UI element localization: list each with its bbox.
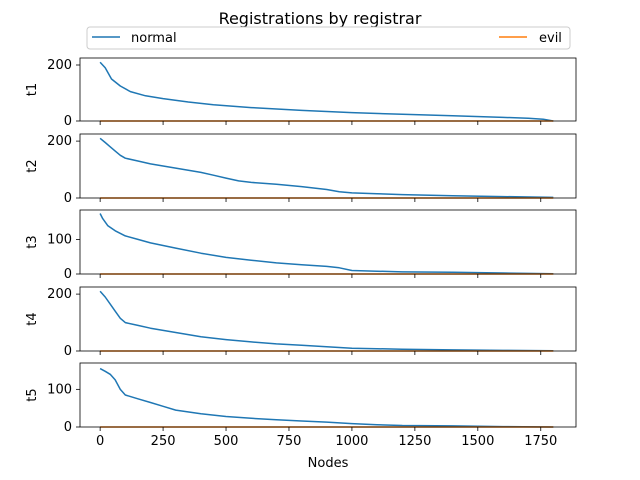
subplots: 0 200 t1 0 200 t2 0 100 t3 0 200 t4 0 100 t5 0 250 500 750…	[25, 57, 577, 449]
legend-label-evil: evil	[539, 31, 562, 46]
x-tick-label-1750: 1750	[524, 434, 557, 449]
y-tick-label-2-0: 0	[64, 191, 72, 206]
y-tick-label-4-0: 0	[64, 344, 72, 359]
series-line-normal-5	[99, 367, 554, 428]
legend: normal evil	[86, 26, 571, 50]
subplot-5: 0 100 t5 0 250 500 750 1000 1250 1500 1750	[25, 362, 577, 449]
y-tick-label-1-0: 0	[64, 114, 72, 129]
y-tick-label-2-200: 200	[47, 134, 72, 149]
y-tick-label-3-0: 0	[64, 267, 72, 282]
x-axis-label: Nodes	[308, 456, 349, 471]
x-tick-label-1500: 1500	[461, 434, 494, 449]
series-line-normal-4	[99, 290, 554, 352]
y-tick-label-1-200: 200	[47, 58, 72, 73]
legend-label-normal: normal	[131, 31, 177, 46]
y-tick-label-5-100: 100	[47, 382, 72, 397]
x-tick-label-1000: 1000	[335, 434, 368, 449]
series-line-normal-1	[99, 61, 554, 122]
y-tick-label-4-200: 200	[47, 287, 72, 302]
subplot-3: 0 100 t3	[25, 209, 577, 282]
y-axis-label-4: t4	[25, 312, 40, 325]
series-line-normal-2	[99, 137, 554, 199]
x-tick-label-0: 0	[96, 434, 104, 449]
y-tick-label-5-0: 0	[64, 420, 72, 435]
series-line-normal-3	[99, 213, 554, 275]
subplot-frame-3	[79, 209, 577, 275]
subplot-4: 0 200 t4	[25, 286, 577, 359]
subplot-1: 0 200 t1	[25, 57, 577, 129]
subplot-frame-1	[79, 57, 577, 122]
y-axis-label-1: t1	[25, 83, 40, 96]
chart-title: Registrations by registrar	[219, 9, 422, 28]
y-axis-label-2: t2	[25, 159, 40, 172]
subplot-2: 0 200 t2	[25, 133, 577, 206]
x-tick-label-750: 750	[277, 434, 302, 449]
x-tick-label-1250: 1250	[398, 434, 431, 449]
x-tick-label-250: 250	[151, 434, 176, 449]
legend-frame	[86, 26, 571, 50]
y-tick-label-3-100: 100	[47, 232, 72, 247]
subplot-frame-4	[79, 286, 577, 352]
subplot-frame-2	[79, 133, 577, 199]
subplot-frame-5	[79, 362, 577, 428]
y-axis-label-3: t3	[25, 235, 40, 248]
y-axis-label-5: t5	[25, 388, 40, 401]
x-tick-label-500: 500	[214, 434, 239, 449]
